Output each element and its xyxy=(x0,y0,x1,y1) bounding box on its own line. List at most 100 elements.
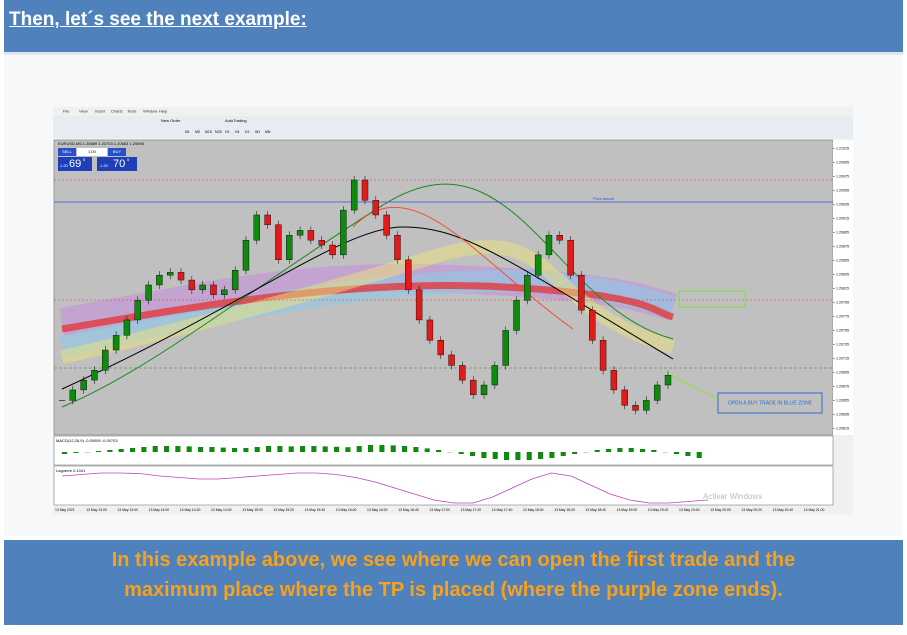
lot-field[interactable] xyxy=(77,148,107,156)
candle xyxy=(426,319,434,341)
macd-bar xyxy=(379,445,385,452)
candle xyxy=(643,400,650,411)
macd-bar xyxy=(413,447,419,452)
laguerre-label: Laguerre 0.1041 xyxy=(56,468,86,473)
candle xyxy=(286,235,293,260)
toolbar-button: AutoTrading xyxy=(225,118,247,123)
macd-bar xyxy=(62,452,68,454)
macd-bar xyxy=(96,451,102,452)
buy-price-box xyxy=(97,157,137,171)
header-title: Then, let´s see the next example: xyxy=(9,9,307,30)
time-label: 13 May 15:00 xyxy=(242,508,263,512)
y-tick-label: 1.20955 xyxy=(836,188,849,192)
laguerre-pane xyxy=(53,465,834,506)
macd-bar xyxy=(232,448,238,452)
candle xyxy=(221,289,228,295)
macd-bar xyxy=(674,452,680,454)
candle xyxy=(318,239,325,246)
y-tick-label: 1.20835 xyxy=(836,272,849,276)
macd-bar xyxy=(640,449,646,452)
candle xyxy=(123,319,131,336)
candle xyxy=(556,235,563,241)
macd-bar xyxy=(334,446,340,452)
toolbar-button: New Order xyxy=(161,118,181,123)
macd-bar xyxy=(685,452,691,456)
time-label: 13 May 20:00 xyxy=(710,508,731,512)
header: Then, let´s see the next example: xyxy=(4,0,903,55)
macd-bar xyxy=(73,452,79,453)
caption-line: In this example above, we see where we c… xyxy=(111,549,796,571)
time-label: 13 May 18:40 xyxy=(585,508,606,512)
time-label: 13 May 14:40 xyxy=(211,508,232,512)
candle xyxy=(405,259,412,291)
y-tick-label: 1.20655 xyxy=(836,398,849,402)
timeframe-button: M15 xyxy=(205,130,212,134)
timeframe-button: M30 xyxy=(215,130,222,134)
symbol-info: EURUSD,M5 1.20689 1.20703 1.20683 1.2069… xyxy=(58,141,145,146)
macd-bar xyxy=(209,447,215,452)
macd-bar xyxy=(617,448,623,452)
candle xyxy=(394,235,401,260)
buy-button[interactable] xyxy=(108,148,126,156)
timeframe-button: M5 xyxy=(195,130,200,134)
macd-pane xyxy=(53,435,834,466)
time-label: 13 May 21:00 xyxy=(804,508,825,512)
menu-item: File xyxy=(63,109,70,114)
timeframe-button: H1 xyxy=(225,130,230,134)
time-label: 13 May 15:40 xyxy=(305,508,326,512)
macd-bar xyxy=(277,446,283,452)
time-label: 13 May 19:00 xyxy=(617,508,638,512)
macd-bar xyxy=(492,452,498,459)
candle xyxy=(112,335,120,351)
time-label: 13 May 16:00 xyxy=(336,508,357,512)
candle xyxy=(69,389,77,401)
macd-bar xyxy=(288,446,294,452)
time-label: 13 May 14:00 xyxy=(149,508,170,512)
candle xyxy=(340,209,347,256)
time-label: 13 May 13:00 xyxy=(86,508,107,512)
timeframe-button: D1 xyxy=(245,130,250,134)
macd-bar xyxy=(538,452,544,459)
menu-item: Tools xyxy=(127,109,136,114)
y-tick-label: 1.20875 xyxy=(836,244,849,248)
buy-price: 70 xyxy=(113,158,125,170)
caption: In this example above, we see where we c… xyxy=(4,540,903,625)
macd-bar xyxy=(606,449,612,452)
time-label: 13 May 17:00 xyxy=(429,508,450,512)
candle xyxy=(621,389,628,406)
buy-label: BUY xyxy=(113,149,122,154)
macd-bar xyxy=(458,452,464,454)
macd-bar xyxy=(696,452,702,458)
candle xyxy=(437,340,444,356)
y-tick-label: 1.20715 xyxy=(836,356,849,360)
time-label: 13 May 13:40 xyxy=(117,508,138,512)
menu-item: Insert xyxy=(95,109,106,114)
macd-bar xyxy=(651,450,657,452)
time-label: 13 May 18:00 xyxy=(523,508,544,512)
sell-button[interactable] xyxy=(58,148,76,156)
timeframe-button: H4 xyxy=(235,130,240,134)
menu-item: Window xyxy=(143,109,157,114)
y-tick-label: 1.20735 xyxy=(836,342,849,346)
macd-bar xyxy=(526,452,532,460)
candle xyxy=(524,274,531,301)
y-tick-label: 1.20855 xyxy=(836,258,849,262)
macd-bar xyxy=(322,446,328,452)
menu-item: Charts xyxy=(111,109,123,114)
macd-bar xyxy=(300,446,306,452)
sell-price: 69 xyxy=(69,158,81,170)
watermark: Activar Windows xyxy=(703,492,762,501)
y-tick-label: 1.20895 xyxy=(836,230,849,234)
sell-label: SELL xyxy=(62,149,73,154)
time-label: 13 May 18:20 xyxy=(554,508,575,512)
candle xyxy=(589,309,596,341)
macd-bar xyxy=(254,447,260,452)
macd-bar xyxy=(504,452,510,460)
candle xyxy=(480,384,488,396)
macd-bar xyxy=(549,452,555,458)
time-label: 13 May 15:20 xyxy=(273,508,294,512)
candle xyxy=(275,224,282,260)
candle xyxy=(80,379,87,391)
trading-screenshot: Pivot actual OPEN A BUY TRADE IN BLUE ZO… xyxy=(53,107,853,515)
time-label: 13 May 14:20 xyxy=(180,508,201,512)
